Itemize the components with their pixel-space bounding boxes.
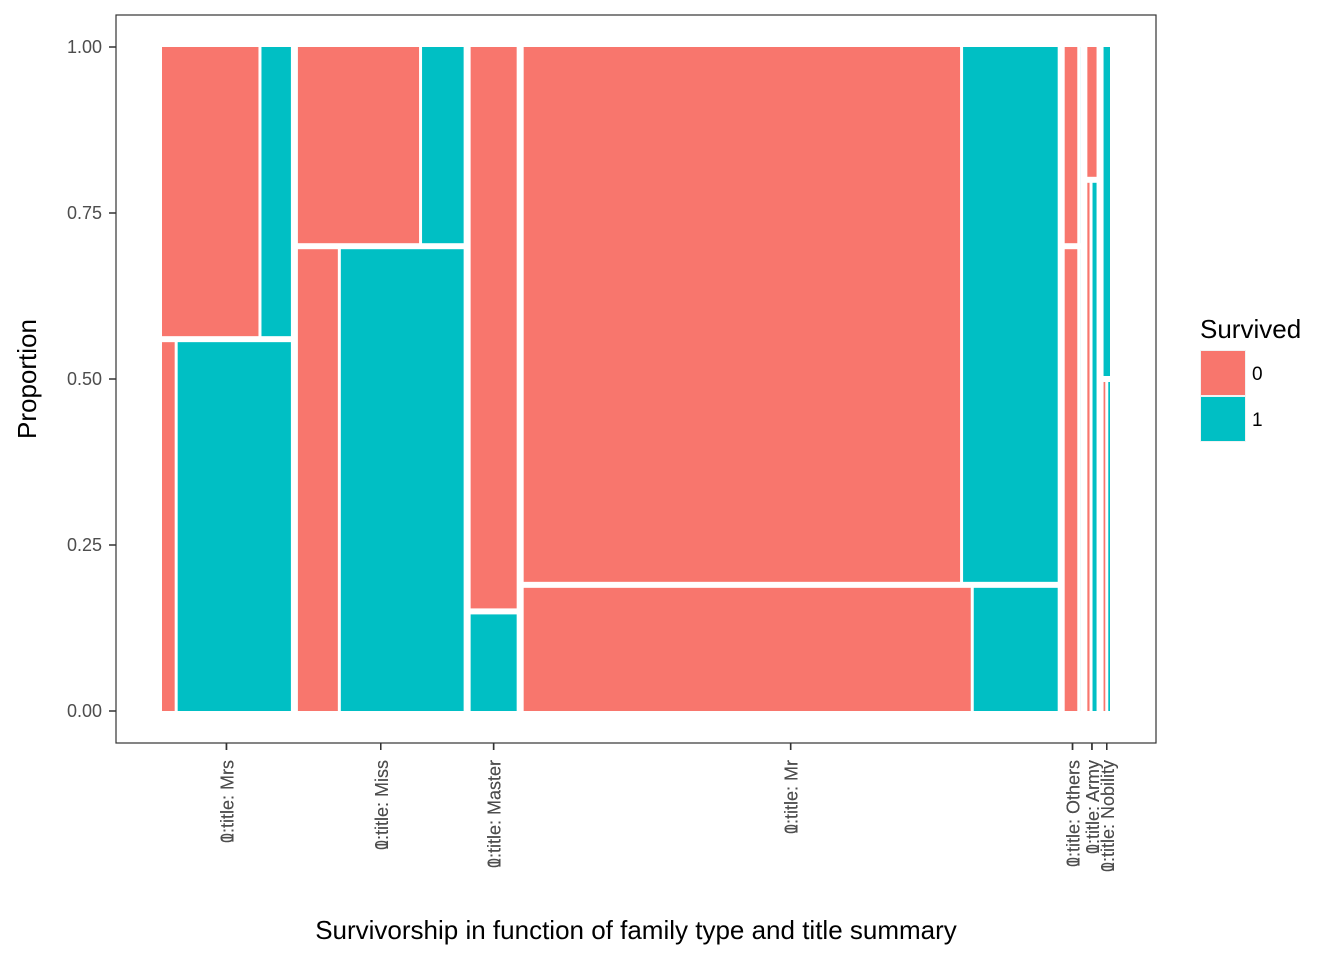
x-tick-label-upper-3: 0:title: Mr [782,760,802,834]
tile-lower-1-survived-1 [340,249,464,711]
tile-upper-1-survived-1 [422,47,464,244]
x-tick-label-upper-1: 0:title: Miss [372,760,392,850]
y-tick-label-1: 0.25 [67,535,102,555]
tile-lower-2-survived-1 [470,614,517,711]
tile-lower-0-survived-1 [177,342,291,711]
y-tick-label-2: 0.50 [67,369,102,389]
tile-lower-5-survived-1 [1092,182,1097,712]
x-tick-label-upper-6: 0:title: Nobility [1098,760,1118,872]
tile-lower-6-survived-0 [1103,382,1106,711]
y-tick-label-4: 1.00 [67,37,102,57]
tile-upper-0-survived-0 [162,47,259,337]
legend-label-1: 1 [1252,410,1263,431]
mosaic-tiles [162,47,1110,712]
tile-lower-4-survived-0 [1064,249,1078,711]
x-tick-label-upper-5: 0:title: Army [1083,760,1103,854]
tile-upper-0-survived-1 [261,47,291,337]
tile-upper-6-survived-1 [1103,47,1110,376]
x-axis-title: Survivorship in function of family type … [315,915,957,945]
tile-lower-3-survived-1 [973,587,1058,711]
tile-upper-3-survived-1 [963,47,1058,582]
legend-swatch-1 [1201,397,1245,441]
tile-lower-1-survived-0 [297,249,338,711]
legend: Survived 0 1 [1200,314,1301,442]
y-tick-label-0: 0.00 [67,701,102,721]
tile-lower-5-survived-0 [1087,182,1090,712]
x-tick-label-lower-4: 1:title: Others [1064,760,1084,867]
legend-label-0: 0 [1252,364,1263,385]
tile-lower-0-survived-0 [162,342,175,711]
legend-swatch-0 [1201,351,1245,395]
x-tick-label-lower-5: 1:title: Army [1083,760,1103,854]
tile-upper-5-survived-0 [1087,47,1097,177]
tile-upper-3-survived-0 [523,47,961,582]
y-axis: 0.00 0.25 0.50 0.75 1.00 [67,37,116,721]
tile-upper-1-survived-0 [297,47,420,244]
x-tick-label-lower-2: 1:title: Master [485,760,505,868]
x-tick-label-upper-0: 0:title: Mrs [217,760,237,843]
tile-upper-2-survived-0 [470,47,517,609]
y-axis-title: Proportion [12,319,42,439]
x-tick-label-upper-4: 0:title: Others [1064,760,1084,867]
tile-lower-3-survived-0 [523,587,971,711]
tile-upper-4-survived-0 [1064,47,1078,244]
legend-title: Survived [1200,314,1301,344]
x-tick-label-lower-1: 1:title: Miss [372,760,392,850]
x-tick-label-lower-6: 1:title: Nobility [1098,760,1118,872]
x-tick-label-lower-0: 1:title: Mrs [217,760,237,843]
x-tick-label-lower-3: 1:title: Mr [782,760,802,834]
y-tick-label-3: 0.75 [67,203,102,223]
x-tick-label-upper-2: 0:title: Master [485,760,505,868]
tile-lower-6-survived-1 [1108,382,1110,711]
